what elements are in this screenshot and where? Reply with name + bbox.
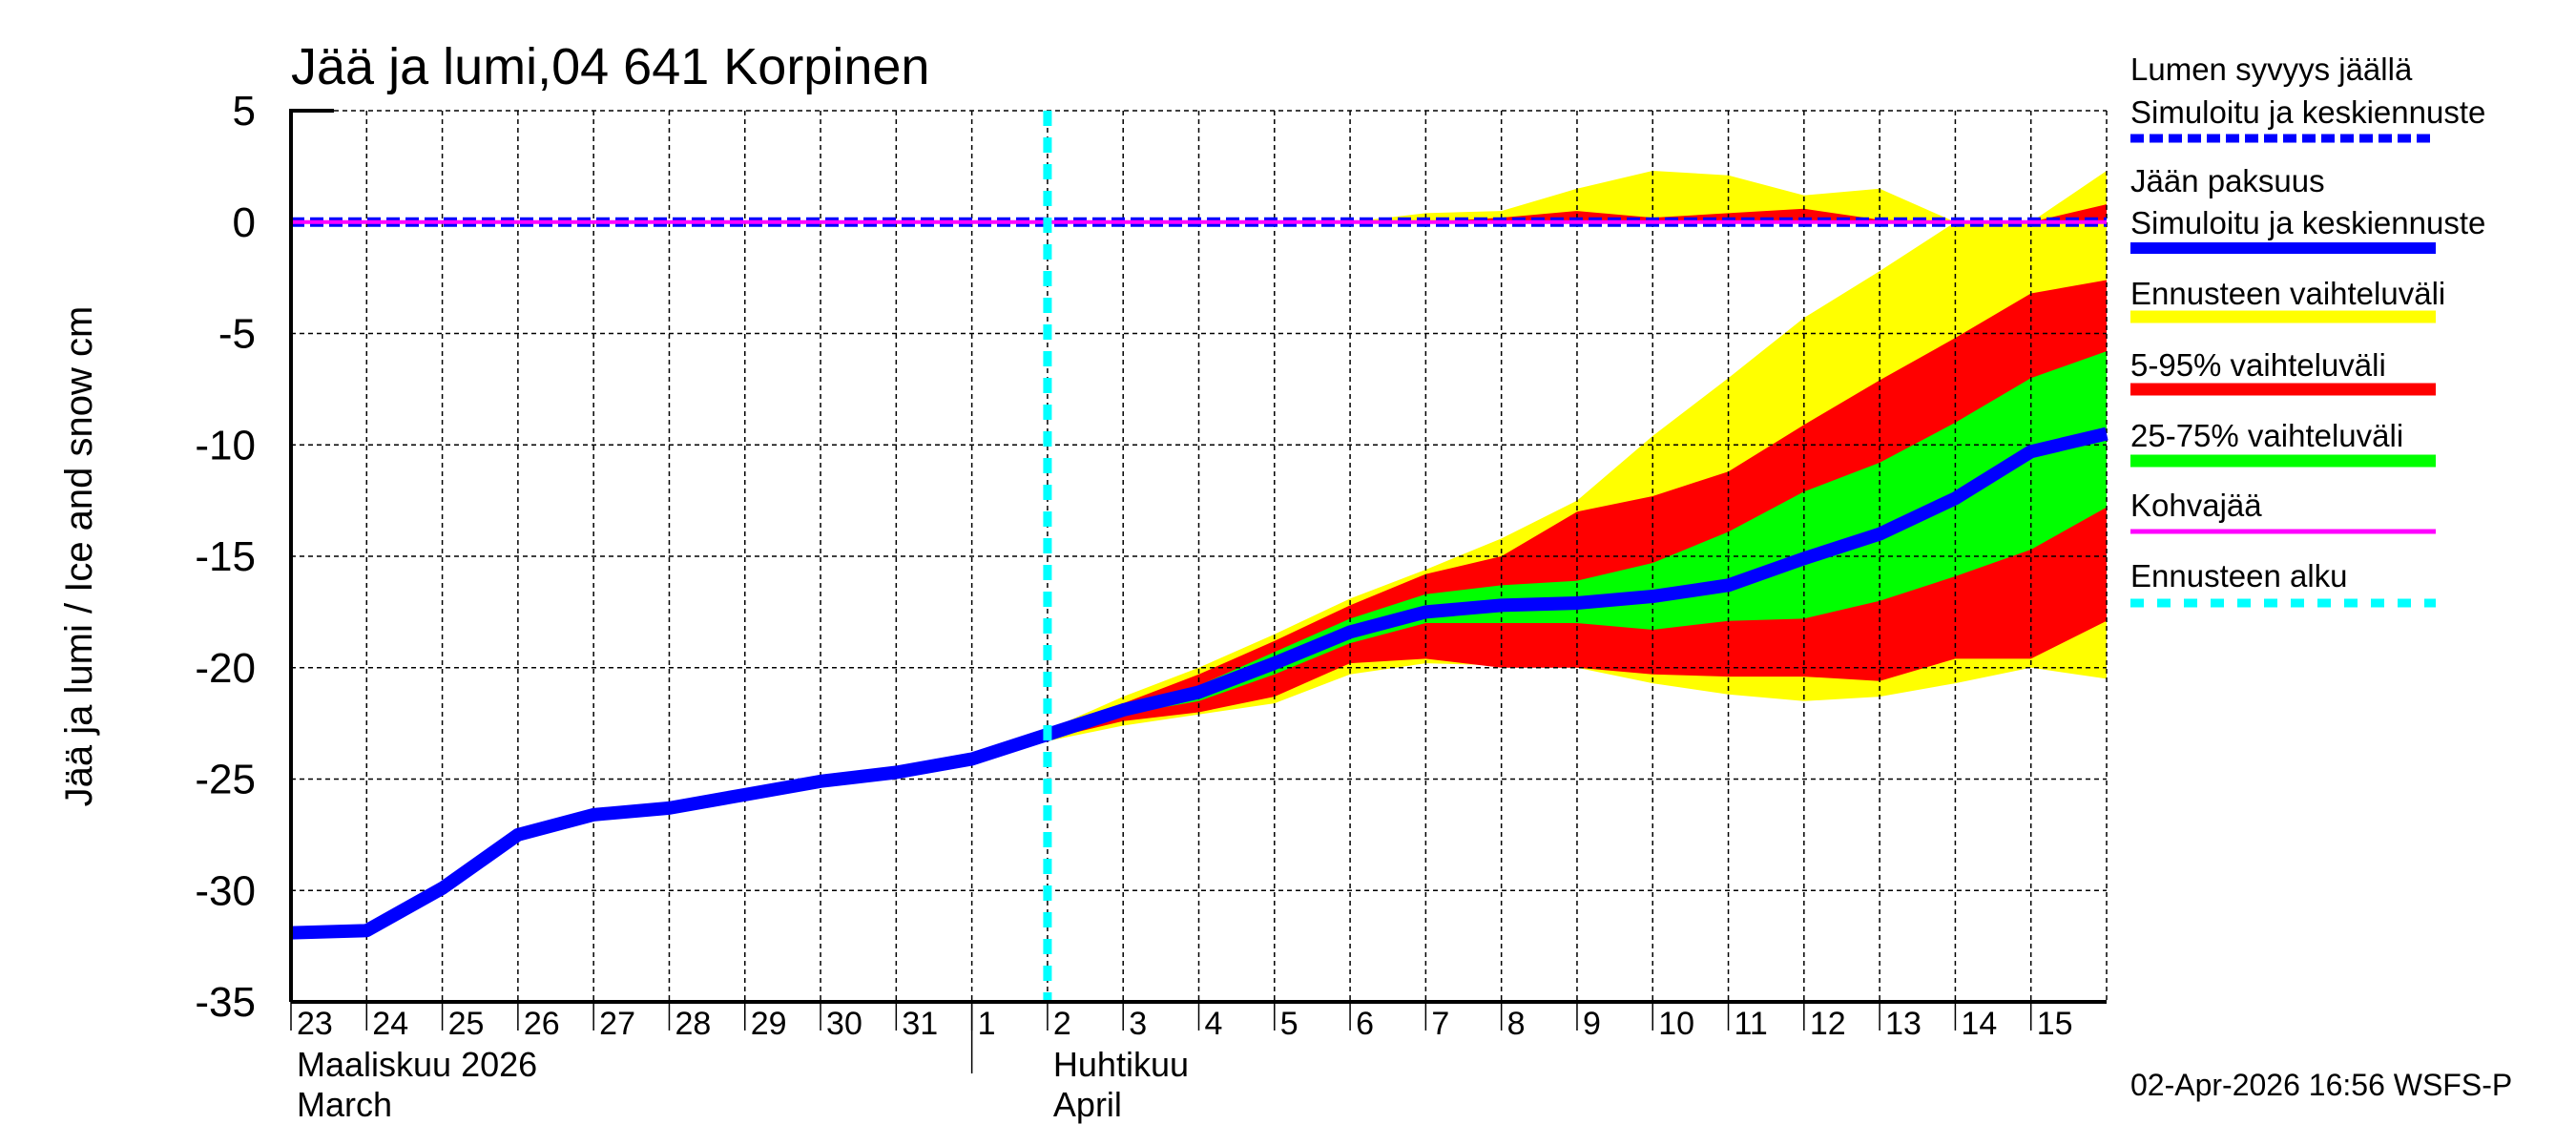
footer-timestamp: 02-Apr-2026 16:56 WSFS-P — [2130, 1068, 2512, 1102]
snow-range-full-band — [1047, 171, 2107, 222]
y-axis-label: Jää ja lumi / Ice and snow cm — [58, 306, 100, 807]
month-label-fi: Maaliskuu 2026 — [297, 1045, 537, 1084]
x-tick-label: 25 — [448, 1006, 485, 1042]
x-tick-label: 1 — [978, 1006, 996, 1042]
x-tick-label: 12 — [1810, 1006, 1846, 1042]
x-tick-label: 10 — [1658, 1006, 1694, 1042]
y-tick-label: -20 — [195, 645, 256, 692]
legend-label-2: Simuloitu ja keskiennuste — [2130, 205, 2485, 240]
x-tick-label: 27 — [599, 1006, 635, 1042]
x-tick-label: 13 — [1885, 1006, 1922, 1042]
y-tick-label: 0 — [233, 199, 256, 246]
legend-label: 25-75% vaihteluväli — [2130, 418, 2403, 453]
legend-label-2: Simuloitu ja keskiennuste — [2130, 94, 2485, 130]
x-tick-label: 29 — [751, 1006, 787, 1042]
axes: 50-5-10-15-20-25-30-35 23 24 25 26 27 28 29 30 31… — [195, 88, 2107, 1124]
y-tick-label: -30 — [195, 867, 256, 914]
legend-label: Ennusteen alku — [2130, 558, 2348, 593]
legend-label: 5-95% vaihteluväli — [2130, 347, 2386, 383]
legend-label: Ennusteen vaihteluväli — [2130, 276, 2445, 311]
x-tick-label: 3 — [1129, 1006, 1147, 1042]
x-tick-label: 2 — [1053, 1006, 1071, 1042]
ice-range-5-95-band — [1047, 280, 2107, 739]
month-label-fi: Huhtikuu — [1053, 1045, 1189, 1084]
y-tick-label: -10 — [195, 422, 256, 468]
x-tick-label: 7 — [1431, 1006, 1449, 1042]
x-tick-label: 23 — [297, 1006, 333, 1042]
y-tick-label: 5 — [233, 88, 256, 135]
legend-label: Jään paksuus — [2130, 163, 2325, 198]
series-lines — [290, 111, 2109, 1002]
legend: Lumen syvyys jäällä Simuloitu ja keskienn… — [2130, 52, 2485, 608]
legend-label: Kohvajää — [2130, 488, 2262, 523]
x-tick-label: 6 — [1356, 1006, 1374, 1042]
y-tick-label: -15 — [195, 533, 256, 580]
x-tick-label: 11 — [1735, 1006, 1768, 1042]
x-tick-label: 28 — [675, 1006, 711, 1042]
x-tick-label: 15 — [2037, 1006, 2073, 1042]
legend-label: Lumen syvyys jäällä — [2130, 52, 2413, 87]
y-tick-label: -5 — [218, 311, 256, 358]
x-tick-label: 31 — [902, 1006, 938, 1042]
x-tick-label: 9 — [1583, 1006, 1601, 1042]
x-tick-label: 8 — [1507, 1006, 1526, 1042]
y-tick-label: -35 — [195, 979, 256, 1026]
ice-range-25-75-band — [1047, 351, 2107, 738]
y-tick-label: -25 — [195, 757, 256, 803]
grid — [291, 110, 2108, 1002]
x-tick-label: 5 — [1280, 1006, 1298, 1042]
x-tick-label: 24 — [372, 1006, 408, 1042]
month-label-en: March — [297, 1085, 392, 1124]
chart-title: Jää ja lumi,04 641 Korpinen — [291, 38, 929, 95]
x-tick-label: 26 — [524, 1006, 560, 1042]
ice-thickness-line — [290, 427, 2109, 940]
month-label-en: April — [1053, 1085, 1122, 1124]
x-tick-label: 30 — [826, 1006, 862, 1042]
x-tick-label: 4 — [1205, 1006, 1223, 1042]
x-tick-label: 14 — [1961, 1006, 1997, 1042]
